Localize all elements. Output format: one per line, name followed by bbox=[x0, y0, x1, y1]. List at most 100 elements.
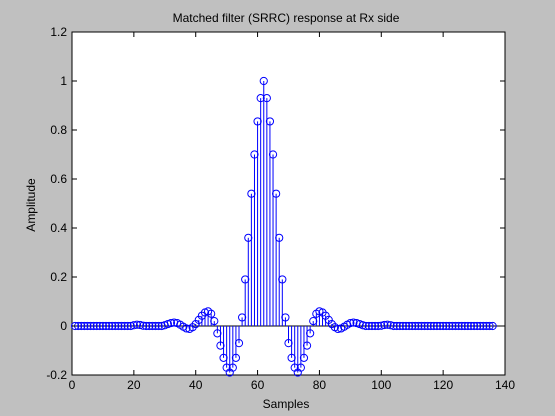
stem-marker bbox=[426, 321, 435, 331]
stem-marker bbox=[364, 321, 374, 331]
stem-marker bbox=[414, 321, 423, 331]
stem-marker bbox=[151, 321, 160, 331]
stem-marker bbox=[145, 321, 154, 331]
stem-marker bbox=[435, 321, 445, 331]
y-tick-label: 0.6 bbox=[50, 172, 67, 186]
stem-marker bbox=[299, 353, 309, 362]
stem-marker bbox=[111, 321, 120, 331]
x-tick-label: 80 bbox=[313, 378, 327, 392]
stem-marker bbox=[132, 320, 142, 329]
stem-marker bbox=[238, 313, 247, 322]
stem-marker bbox=[259, 76, 268, 86]
stem-marker bbox=[445, 321, 454, 331]
stem-marker bbox=[306, 329, 315, 338]
y-axis-label: Amplitude bbox=[24, 178, 38, 232]
stem-marker bbox=[358, 321, 367, 330]
stem-marker bbox=[80, 321, 89, 331]
stem-marker bbox=[349, 318, 358, 327]
stem-marker bbox=[386, 321, 395, 330]
stem-marker bbox=[371, 321, 380, 331]
stem-marker bbox=[89, 321, 98, 331]
stem-marker bbox=[432, 321, 442, 331]
x-axis: 0 20 40 60 80 100 120 140 bbox=[69, 32, 515, 392]
stem-marker bbox=[77, 321, 86, 331]
x-tick-label: 0 bbox=[69, 378, 76, 392]
stem-marker bbox=[411, 321, 420, 331]
stem-marker bbox=[101, 321, 111, 331]
stem-marker bbox=[479, 321, 488, 331]
y-tick-label: 1.2 bbox=[50, 25, 67, 39]
stem-marker bbox=[216, 341, 225, 350]
stem-marker bbox=[401, 321, 411, 331]
stem-marker bbox=[275, 233, 284, 242]
y-tick-label: -0.2 bbox=[46, 368, 67, 382]
stem-marker bbox=[70, 321, 80, 331]
stem-marker bbox=[463, 321, 472, 331]
stem-marker bbox=[272, 189, 281, 198]
stem-marker bbox=[120, 321, 129, 331]
y-tick-label: 0.4 bbox=[50, 221, 67, 235]
stem-marker bbox=[383, 320, 392, 329]
stem-marker bbox=[157, 321, 166, 331]
stem-marker bbox=[454, 321, 463, 331]
stem-marker bbox=[451, 321, 460, 331]
stem-marker bbox=[83, 321, 92, 331]
stem-marker bbox=[268, 150, 278, 159]
stem-marker bbox=[488, 321, 497, 331]
stem-marker bbox=[253, 117, 262, 126]
stem-marker bbox=[278, 275, 287, 284]
x-tick-label: 20 bbox=[127, 378, 141, 392]
stem-marker bbox=[408, 321, 417, 331]
stem-marker bbox=[142, 321, 151, 331]
stem-marker bbox=[95, 321, 104, 331]
stem-marker bbox=[244, 233, 253, 242]
stem-series bbox=[70, 76, 497, 377]
stem-marker bbox=[241, 275, 250, 284]
x-axis-label: Samples bbox=[263, 397, 310, 411]
y-tick-label: 1 bbox=[60, 74, 67, 88]
stem-marker bbox=[429, 321, 438, 331]
stem-marker bbox=[256, 94, 265, 103]
stem-marker bbox=[219, 353, 228, 362]
chart-title: Matched filter (SRRC) response at Rx sid… bbox=[173, 11, 400, 25]
stem-marker bbox=[154, 321, 163, 331]
x-tick-label: 140 bbox=[495, 378, 515, 392]
stem-marker bbox=[265, 117, 275, 126]
stem-marker bbox=[284, 339, 293, 348]
stem-marker bbox=[129, 321, 138, 330]
stem-marker bbox=[309, 317, 318, 326]
stem-marker bbox=[302, 341, 312, 350]
stem-marker bbox=[210, 317, 219, 326]
stem-marker bbox=[123, 321, 132, 331]
stem-marker bbox=[117, 321, 126, 331]
stem-marker bbox=[250, 150, 259, 159]
stem-marker bbox=[392, 321, 401, 331]
stem-marker bbox=[231, 353, 241, 362]
stem-marker bbox=[395, 321, 404, 331]
y-tick-label: 0.8 bbox=[50, 123, 67, 137]
stem-marker bbox=[405, 321, 414, 331]
stem-marker bbox=[92, 321, 101, 331]
stem-marker bbox=[377, 321, 386, 330]
stem-marker bbox=[417, 321, 426, 331]
stem-marker bbox=[442, 321, 451, 331]
stem-marker bbox=[448, 321, 457, 331]
stem-marker bbox=[374, 321, 383, 331]
x-tick-label: 120 bbox=[433, 378, 453, 392]
stem-marker bbox=[476, 321, 485, 331]
stem-marker bbox=[108, 321, 117, 331]
x-tick-label: 60 bbox=[251, 378, 265, 392]
stem-marker bbox=[485, 321, 494, 331]
stem-marker bbox=[367, 321, 377, 331]
stem-marker bbox=[346, 318, 355, 328]
stem-marker bbox=[482, 321, 491, 331]
stem-marker bbox=[287, 353, 296, 362]
y-tick-label: 0 bbox=[60, 319, 67, 333]
x-tick-label: 40 bbox=[189, 378, 203, 392]
stem-marker bbox=[361, 321, 370, 331]
stem-marker bbox=[469, 321, 479, 331]
stem-marker bbox=[207, 309, 216, 318]
stem-marker bbox=[135, 320, 145, 330]
stem-marker bbox=[166, 318, 176, 328]
